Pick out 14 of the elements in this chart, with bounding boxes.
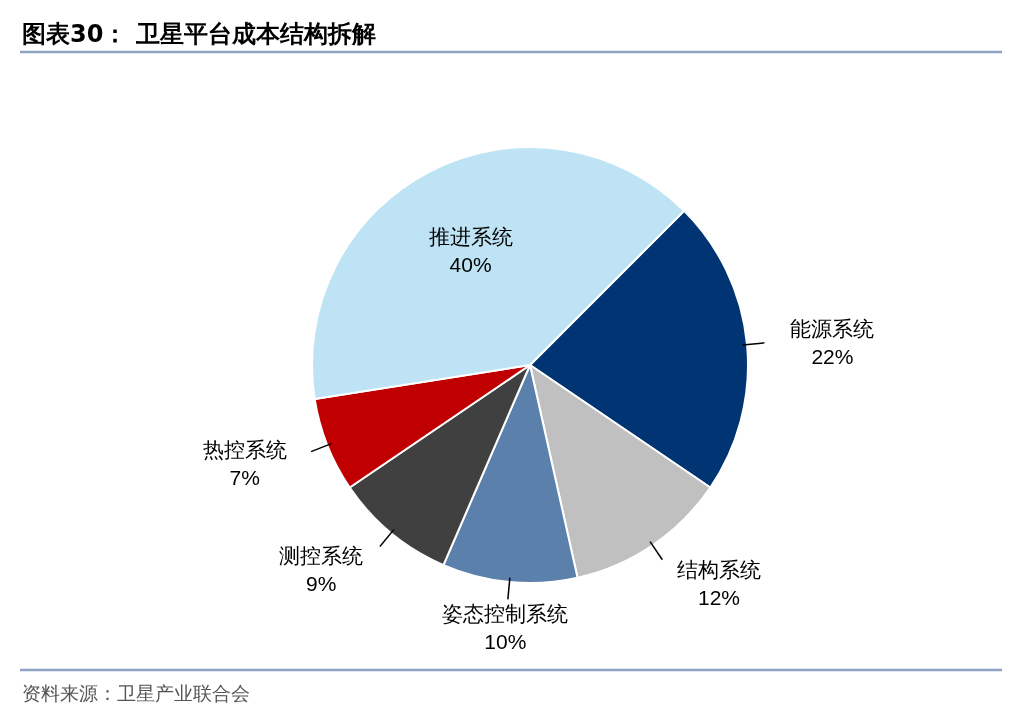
data-label: 40% [449,253,492,277]
slice-label: 推进系统 [428,225,513,250]
chart-title: 图表30： 卫星平台成本结构拆解 [22,20,376,48]
slice-label: 热控系统 [202,438,287,463]
data-label: 12% [698,586,741,610]
slice-label: 结构系统 [677,558,762,583]
data-label: 9% [306,571,337,595]
slice-label: 能源系统 [790,317,875,342]
slice-label: 测控系统 [279,543,364,568]
data-label: 10% [484,630,527,654]
data-label: 22% [811,345,854,369]
slice-label: 姿态控制系统 [442,602,569,627]
data-label: 7% [229,466,260,490]
text: 资料来源：卫星产业联合会 [22,682,250,704]
